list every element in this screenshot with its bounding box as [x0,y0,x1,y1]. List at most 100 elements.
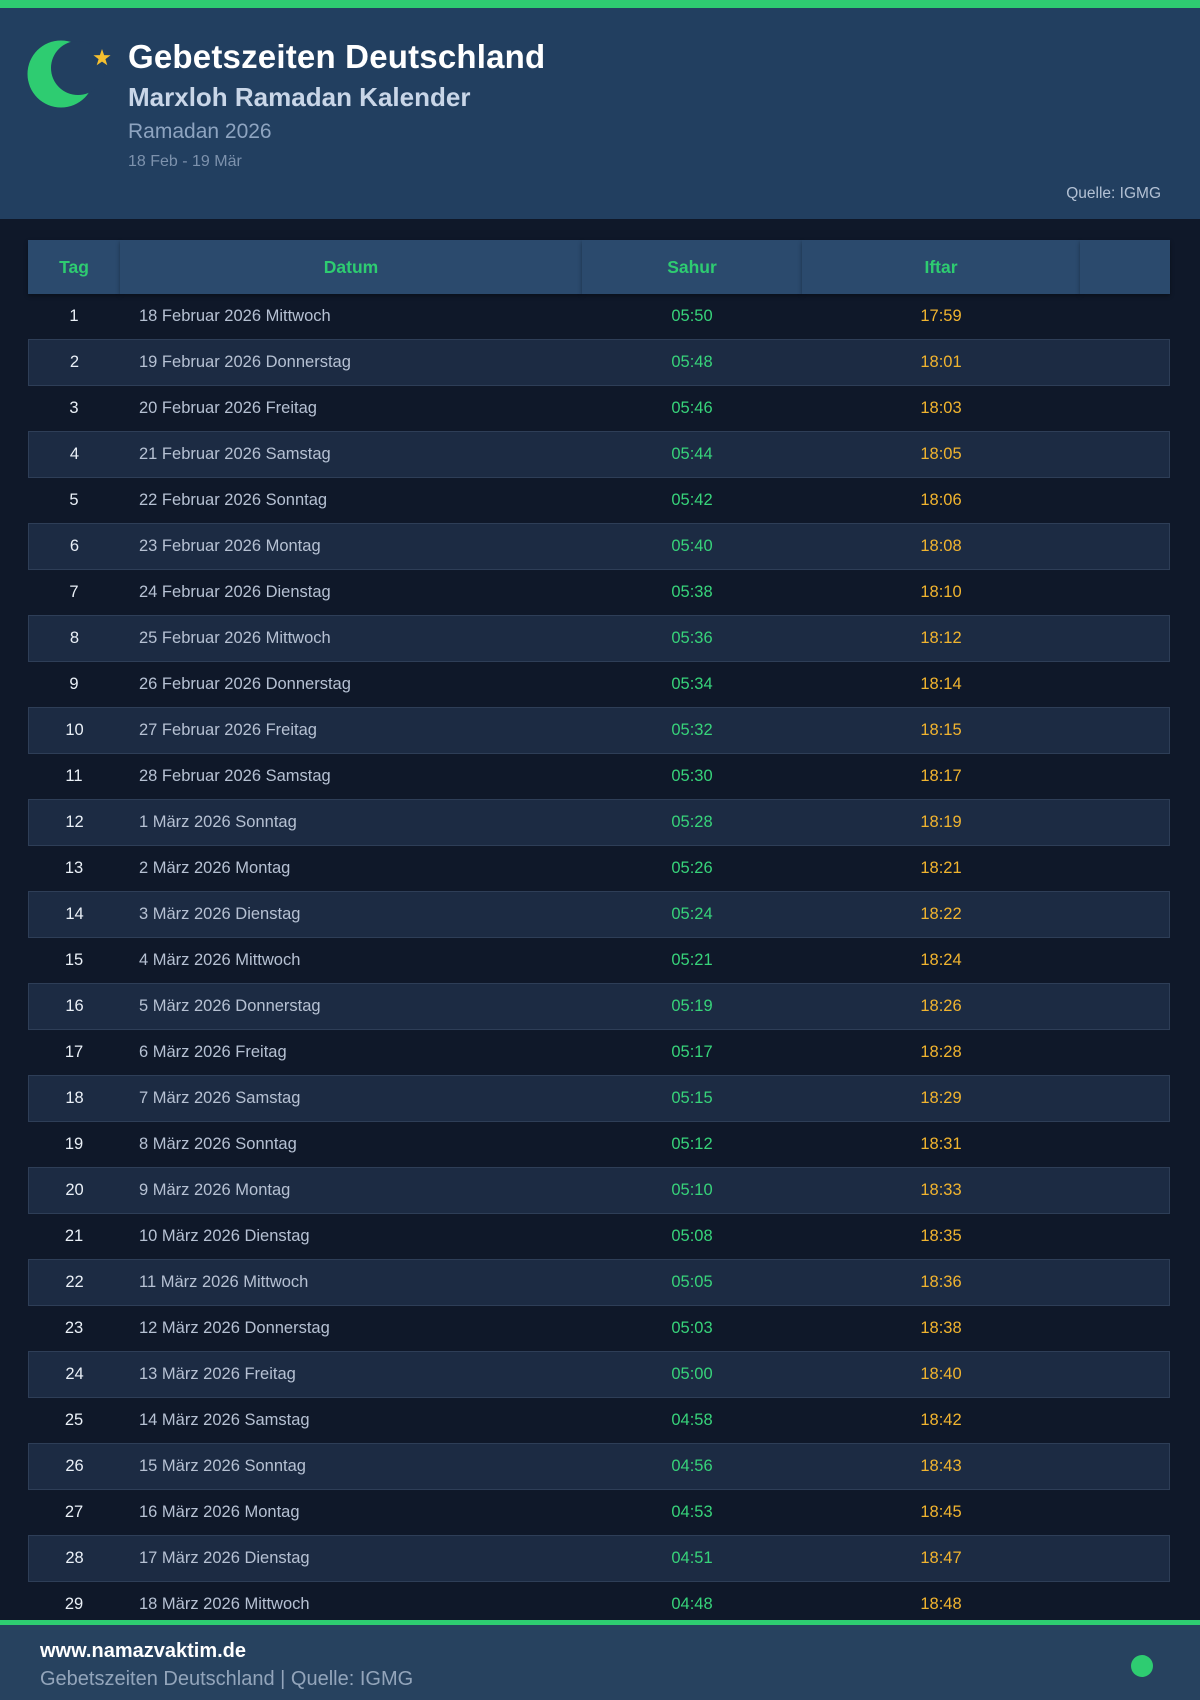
date-cell: 5 März 2026 Donnerstag [120,983,582,1030]
day-cell: 15 [64,951,84,969]
table-row: 16 5 März 2026 Donnerstag 05:19 18:26 [28,983,1170,1030]
sahur-cell: 05:05 [582,1259,802,1306]
sahur-cell: 05:32 [582,707,802,754]
date-cell: 10 März 2026 Dienstag [139,1227,310,1245]
day-cell: 8 [28,615,120,662]
day-cell: 19 [64,1135,84,1153]
date-cell: 27 Februar 2026 Freitag [120,707,582,754]
sahur-cell: 05:08 [671,1227,713,1245]
iftar-cell: 18:33 [802,1167,1080,1214]
iftar-cell: 18:45 [920,1503,962,1521]
table-row: 11 28 Februar 2026 Samstag 05:30 18:17 [28,754,1170,799]
day-cell: 12 [28,799,120,846]
spacer-cell [1080,1259,1170,1306]
spacer-cell [1080,431,1170,478]
iftar-cell: 18:42 [920,1411,962,1429]
spacer-cell [1080,1443,1170,1490]
table-row: 25 14 März 2026 Samstag 04:58 18:42 [28,1398,1170,1443]
date-cell: 18 März 2026 Mittwoch [139,1595,310,1613]
spacer-cell [1080,799,1170,846]
iftar-cell: 18:31 [920,1135,962,1153]
iftar-cell: 18:38 [920,1319,962,1337]
table-row: 3 20 Februar 2026 Freitag 05:46 18:03 [28,386,1170,431]
prayer-times-table: Tag Datum Sahur Iftar 1 18 Februar 2026 … [28,240,1170,1674]
table-body: 1 18 Februar 2026 Mittwoch 05:50 17:59 2… [28,294,1170,1674]
table-row: 24 13 März 2026 Freitag 05:00 18:40 [28,1351,1170,1398]
sahur-cell: 05:40 [582,523,802,570]
date-cell: 14 März 2026 Samstag [139,1411,310,1429]
header: Gebetszeiten Deutschland Marxloh Ramadan… [0,8,1200,219]
sahur-cell: 05:44 [582,431,802,478]
spacer-cell [1080,1535,1170,1582]
spacer-cell [1080,662,1170,707]
table-row: 6 23 Februar 2026 Montag 05:40 18:08 [28,523,1170,570]
sahur-cell: 04:51 [582,1535,802,1582]
sahur-cell: 05:30 [671,767,713,785]
status-dot-icon [1131,1655,1153,1677]
sahur-cell: 05:50 [671,307,713,325]
date-cell: 26 Februar 2026 Donnerstag [139,675,351,693]
day-cell: 10 [28,707,120,754]
sahur-cell: 04:58 [671,1411,713,1429]
column-header-datum: Datum [120,240,582,294]
iftar-cell: 18:19 [802,799,1080,846]
spacer-cell [1080,1167,1170,1214]
day-cell: 21 [64,1227,84,1245]
date-cell: 12 März 2026 Donnerstag [139,1319,330,1337]
table-row: 2 19 Februar 2026 Donnerstag 05:48 18:01 [28,339,1170,386]
spacer-cell [1080,1490,1170,1535]
iftar-cell: 18:03 [920,399,962,417]
day-cell: 29 [64,1595,84,1613]
table-row: 4 21 Februar 2026 Samstag 05:44 18:05 [28,431,1170,478]
sahur-cell: 05:38 [671,583,713,601]
sahur-cell: 05:21 [671,951,713,969]
day-cell: 6 [28,523,120,570]
day-cell: 3 [69,399,79,417]
day-cell: 26 [28,1443,120,1490]
day-cell: 18 [28,1075,120,1122]
table-row: 29 18 März 2026 Mittwoch 04:48 18:48 [28,1582,1170,1627]
table-row: 20 9 März 2026 Montag 05:10 18:33 [28,1167,1170,1214]
date-cell: 21 Februar 2026 Samstag [120,431,582,478]
iftar-cell: 18:05 [802,431,1080,478]
iftar-cell: 18:29 [802,1075,1080,1122]
day-cell: 13 [64,859,84,877]
spacer-cell [1080,1306,1170,1351]
sahur-cell: 05:46 [671,399,713,417]
spacer-cell [1080,1122,1170,1167]
sahur-cell: 05:00 [582,1351,802,1398]
table-row: 15 4 März 2026 Mittwoch 05:21 18:24 [28,938,1170,983]
sahur-cell: 05:28 [582,799,802,846]
date-cell: 28 Februar 2026 Samstag [139,767,331,785]
sahur-cell: 05:36 [582,615,802,662]
date-cell: 25 Februar 2026 Mittwoch [120,615,582,662]
column-header-sahur: Sahur [582,240,802,294]
sahur-cell: 04:53 [671,1503,713,1521]
sahur-cell: 05:26 [671,859,713,877]
sahur-cell: 05:24 [582,891,802,938]
page-subtitle: Marxloh Ramadan Kalender [128,82,471,112]
sahur-cell: 04:56 [582,1443,802,1490]
date-cell: 9 März 2026 Montag [120,1167,582,1214]
column-header-tag: Tag [28,240,120,294]
sahur-cell: 05:10 [582,1167,802,1214]
spacer-cell [1080,1075,1170,1122]
sahur-cell: 05:03 [671,1319,713,1337]
iftar-cell: 18:15 [802,707,1080,754]
date-cell: 16 März 2026 Montag [139,1503,300,1521]
spacer-cell [1080,339,1170,386]
date-cell: 11 März 2026 Mittwoch [120,1259,582,1306]
spacer-cell [1080,983,1170,1030]
iftar-cell: 18:22 [802,891,1080,938]
header-titles: Gebetszeiten Deutschland Marxloh Ramadan… [128,38,545,171]
iftar-cell: 18:21 [920,859,962,877]
date-cell: 4 März 2026 Mittwoch [139,951,301,969]
day-cell: 11 [65,767,83,785]
iftar-cell: 18:26 [802,983,1080,1030]
day-cell: 7 [69,583,79,601]
day-cell: 1 [69,307,79,325]
spacer-cell [1080,294,1170,339]
table-row: 26 15 März 2026 Sonntag 04:56 18:43 [28,1443,1170,1490]
table-header: Tag Datum Sahur Iftar [28,240,1170,294]
table-row: 1 18 Februar 2026 Mittwoch 05:50 17:59 [28,294,1170,339]
